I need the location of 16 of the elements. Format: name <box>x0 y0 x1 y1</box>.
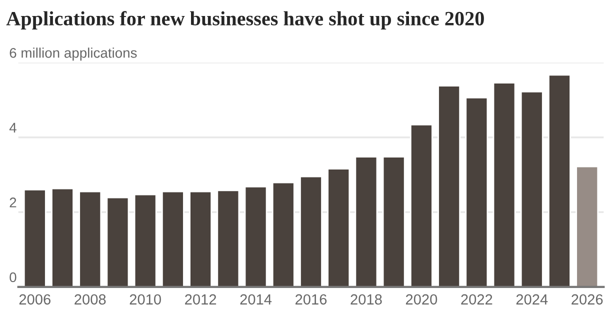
y-tick-label: 6 million applications <box>10 48 137 61</box>
x-tick-label: 2014 <box>240 294 272 305</box>
y-tick-label: 4 <box>9 122 16 132</box>
y-tick-label: 0 <box>10 272 16 282</box>
x-tick-label: 2006 <box>19 294 50 305</box>
x-tick-label: 2024 <box>516 294 548 305</box>
x-tick-label: 2010 <box>130 294 161 305</box>
x-tick-label: 2018 <box>350 294 382 305</box>
x-tick-label: 2022 <box>461 294 492 305</box>
x-tick-label: 2012 <box>185 294 216 305</box>
y-tick-label: 2 <box>10 198 16 208</box>
x-tick-label: 2020 <box>406 294 438 305</box>
chart-title: Applications for new businesses have shot up since 2020 <box>6 11 484 30</box>
x-tick-label: 2016 <box>296 294 327 305</box>
x-tick-label: 2008 <box>74 294 106 305</box>
x-tick-label: 2026 <box>572 294 603 305</box>
